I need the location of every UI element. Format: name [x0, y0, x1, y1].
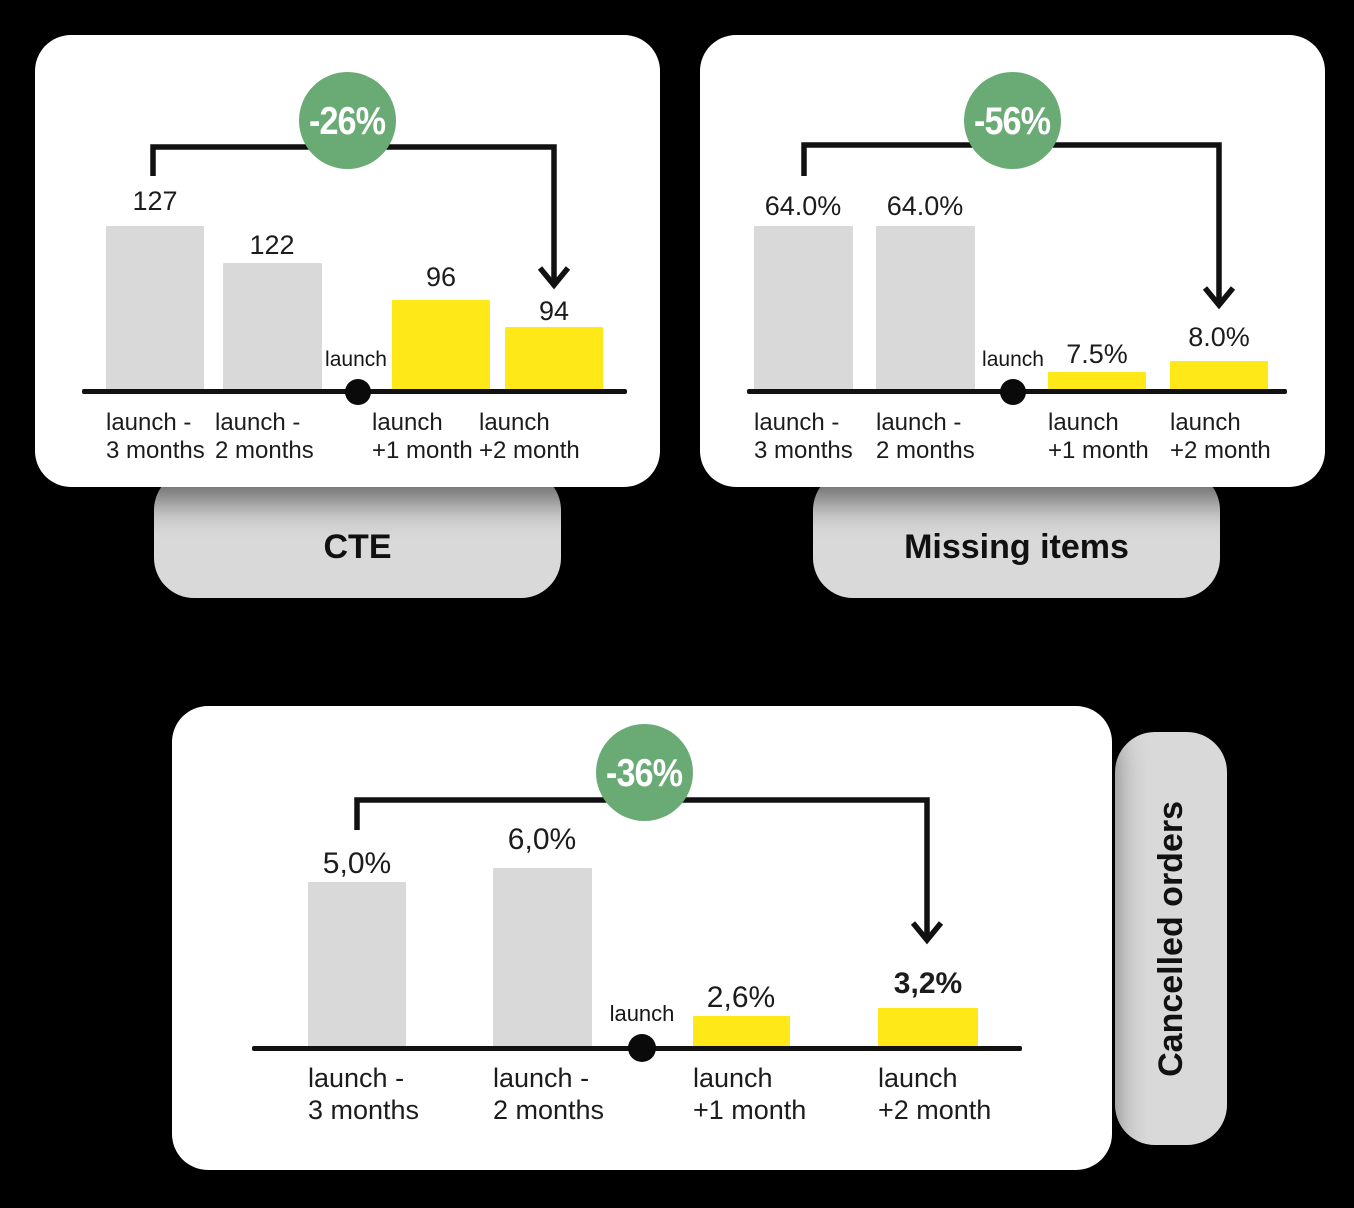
- bar-value-label: 127: [132, 186, 178, 216]
- bar-value-label: 6,0%: [507, 823, 577, 856]
- tab-cancelled-orders-label: Cancelled orders: [1151, 800, 1190, 1077]
- tab-cte-label: CTE: [323, 527, 392, 566]
- bar-launch-plus-2-month: [505, 327, 603, 392]
- bar-launch-plus-2-month: [1170, 361, 1268, 392]
- category-label: launch +2 month: [1170, 409, 1271, 464]
- bar-value-label: 64.0%: [886, 191, 964, 221]
- bar-value-label: 8.0%: [1188, 322, 1250, 352]
- bar-value-label: 122: [249, 230, 295, 260]
- category-label: launch - 2 months: [493, 1063, 605, 1125]
- launch-marker-label: launch: [982, 348, 1044, 371]
- category-label: launch - 3 months: [308, 1063, 420, 1125]
- bar-launch-plus-1-month: [693, 1016, 790, 1048]
- bar-launch-plus-1-month: [392, 300, 490, 392]
- bar-launch-minus-3-months: [308, 882, 406, 1048]
- bar-value-label: 64.0%: [764, 191, 842, 221]
- bar-launch-minus-3-months: [106, 226, 204, 392]
- change-badge: -26%: [299, 72, 396, 169]
- launch-marker-dot: [345, 379, 371, 405]
- bar-value-label: 5,0%: [322, 847, 392, 880]
- chart-card-cte: -26% 127 122 96 94 launch launch - 3 mon…: [35, 35, 660, 487]
- chart-card-missing-items: -56% 64.0% 64.0% 7.5% 8.0% launch launch…: [700, 35, 1325, 487]
- bar-value-label: 94: [538, 296, 570, 326]
- category-label: launch - 3 months: [754, 409, 853, 464]
- category-label: launch - 3 months: [106, 409, 205, 464]
- bar-value-label: 96: [425, 262, 457, 292]
- bar-launch-minus-2-months: [493, 868, 592, 1048]
- change-badge-label: -56%: [974, 97, 1051, 143]
- category-label: launch +1 month: [693, 1063, 807, 1125]
- change-badge-label: -36%: [606, 749, 683, 795]
- category-label: launch +2 month: [878, 1063, 992, 1125]
- bar-launch-minus-2-months: [876, 226, 975, 392]
- change-badge: -36%: [596, 724, 693, 821]
- bar-value-label: 2,6%: [706, 981, 776, 1014]
- category-label: launch - 2 months: [876, 409, 975, 464]
- tab-missing-items-label: Missing items: [904, 527, 1129, 566]
- launch-marker-dot: [1000, 379, 1026, 405]
- chart-card-cancelled-orders: -36% 5,0% 6,0% 2,6% 3,2% launch launch -…: [172, 706, 1112, 1170]
- change-badge-label: -26%: [309, 97, 386, 143]
- category-label: launch +1 month: [372, 409, 473, 464]
- bar-launch-minus-2-months: [223, 263, 322, 392]
- launch-marker-label: launch: [609, 1001, 675, 1026]
- tab-cancelled-orders: Cancelled orders: [1115, 732, 1227, 1145]
- category-label: launch +1 month: [1048, 409, 1149, 464]
- tab-cte: CTE: [154, 470, 561, 598]
- bar-value-label-emphasized: 3,2%: [893, 967, 963, 1000]
- change-badge: -56%: [964, 72, 1061, 169]
- bar-launch-minus-3-months: [754, 226, 853, 392]
- tab-missing-items: Missing items: [813, 470, 1220, 598]
- launch-marker-label: launch: [325, 348, 387, 371]
- bar-value-label: 7.5%: [1066, 339, 1128, 369]
- category-label: launch - 2 months: [215, 409, 314, 464]
- bar-launch-plus-2-month: [878, 1008, 978, 1048]
- category-label: launch +2 month: [479, 409, 580, 464]
- bar-launch-plus-1-month: [1048, 372, 1146, 392]
- launch-marker-dot: [628, 1034, 656, 1062]
